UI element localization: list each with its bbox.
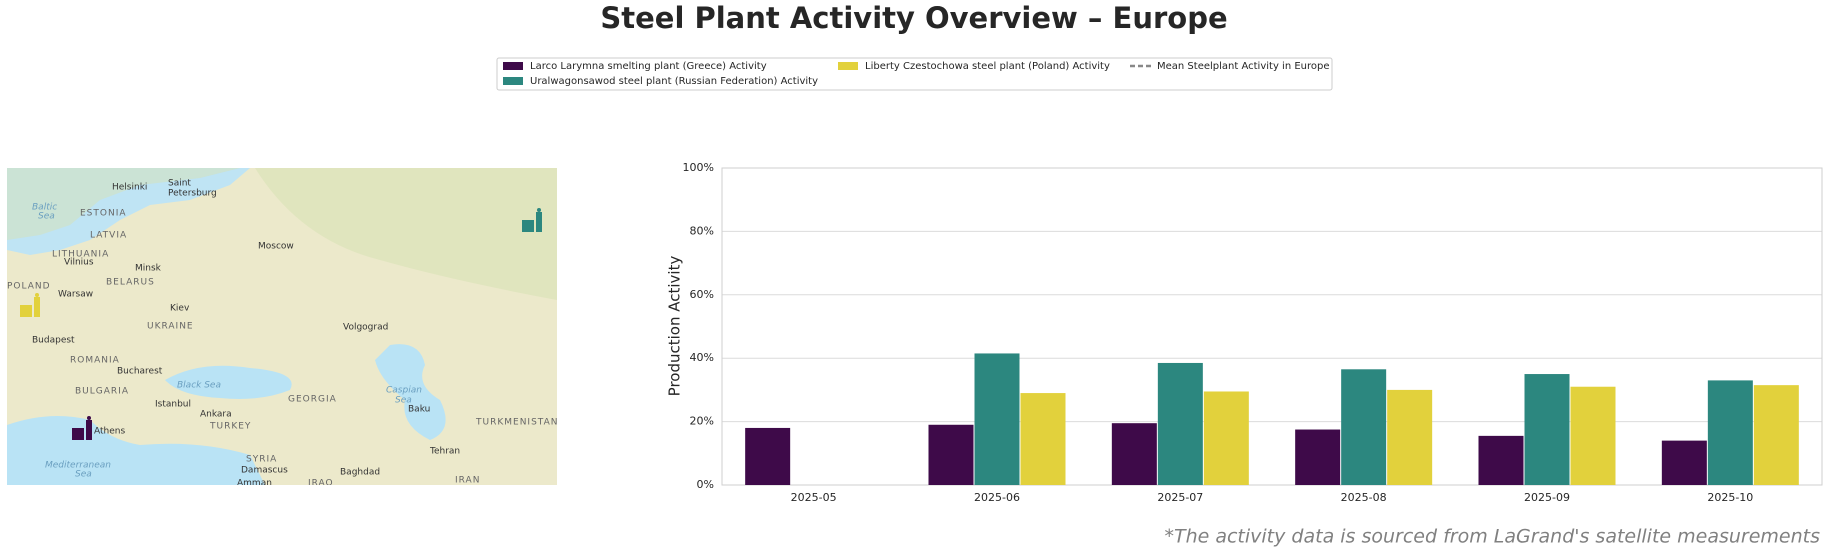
bar	[1387, 389, 1433, 485]
map-label: TURKMENISTAN	[475, 418, 558, 428]
y-tick-label: 60%	[690, 288, 714, 301]
y-tick-label: 100%	[683, 161, 714, 174]
map-label: Ankara	[200, 410, 232, 420]
map-label: Saint	[168, 179, 191, 189]
map-label: GEORGIA	[288, 395, 337, 405]
map-label: Baghdad	[340, 468, 380, 478]
x-tick-label: 2025-06	[974, 491, 1020, 504]
map-label: Sea	[38, 212, 55, 222]
bar	[1570, 386, 1616, 485]
map-label: Istanbul	[155, 400, 191, 410]
map-forest	[255, 168, 557, 300]
map-label: UKRAINE	[147, 322, 194, 332]
map-label: LITHUANIA	[52, 250, 109, 260]
map-label: Bucharest	[117, 367, 163, 377]
map-sea	[165, 365, 292, 399]
x-tick-label: 2025-05	[791, 491, 837, 504]
bar	[974, 353, 1020, 485]
map-label: IRAQ	[308, 479, 334, 489]
plot-frame	[721, 167, 1823, 486]
map-label: Sea	[395, 396, 412, 406]
map-label: Caspian	[386, 386, 422, 396]
y-tick-label: 0%	[697, 478, 714, 491]
bar	[928, 424, 974, 485]
y-tick-label: 40%	[690, 351, 714, 364]
bar	[1157, 362, 1203, 485]
map-label: BELARUS	[106, 278, 155, 288]
bar	[1524, 374, 1570, 485]
map-label: Minsk	[135, 264, 162, 274]
y-axis-label: Production Activity	[666, 256, 684, 397]
map-label: Kiev	[170, 304, 190, 314]
map-sea	[7, 416, 265, 485]
plant-icon	[72, 416, 92, 440]
map-label: Mediterranean	[45, 461, 111, 471]
x-tick-label: 2025-08	[1341, 491, 1387, 504]
map-label: Baku	[408, 405, 430, 415]
map-label: ROMANIA	[70, 356, 120, 366]
legend-box	[496, 57, 1333, 91]
map-label: Black Sea	[177, 381, 221, 391]
map-label: Tehran	[429, 447, 460, 457]
bar	[1707, 380, 1753, 485]
map-label: LATVIA	[90, 231, 127, 241]
x-tick-label: 2025-07	[1157, 491, 1203, 504]
bar	[1295, 429, 1341, 485]
y-tick-label: 20%	[690, 415, 714, 428]
map-forest	[7, 168, 240, 240]
map-label: BULGARIA	[75, 387, 129, 397]
map-label: Athens	[94, 427, 125, 437]
plant-icon	[522, 208, 542, 232]
map-label: TURKEY	[209, 422, 251, 432]
legend-label: Mean Steelplant Activity in Europe	[1157, 61, 1330, 72]
map-label: Baltic	[32, 203, 57, 213]
legend-label: Uralwagonsawod steel plant (Russian Fede…	[530, 76, 818, 87]
map-sea	[375, 344, 446, 440]
map: Helsinki SaintPetersburgESTONIABalticSeaL…	[7, 168, 558, 489]
legend-swatch	[838, 62, 858, 70]
map-label: Moscow	[258, 242, 294, 252]
map-label: Petersburg	[168, 189, 217, 199]
bar	[1020, 393, 1066, 485]
chart-title: Steel Plant Activity Overview – Europe	[600, 1, 1227, 35]
legend-label: Liberty Czestochowa steel plant (Poland)…	[865, 61, 1110, 72]
bar	[1753, 385, 1799, 485]
map-label: Warsaw	[58, 290, 93, 300]
bar	[1111, 423, 1157, 485]
plant-icon	[20, 293, 40, 317]
bar	[1478, 435, 1524, 485]
map-label: SYRIA	[246, 455, 277, 465]
legend-swatch	[503, 77, 523, 85]
map-label: Helsinki	[112, 183, 147, 193]
map-label: Budapest	[32, 336, 75, 346]
map-label: Amman	[237, 479, 272, 489]
map-label: Vilnius	[64, 258, 94, 268]
map-label: IRAN	[455, 476, 480, 486]
legend-swatch	[503, 62, 523, 70]
bar	[1203, 391, 1249, 485]
map-label: ESTONIA	[80, 209, 127, 219]
y-tick-label: 80%	[690, 224, 714, 237]
map-label: POLAND	[7, 282, 51, 292]
map-label: Damascus	[241, 466, 288, 476]
x-tick-label: 2025-10	[1707, 491, 1753, 504]
legend-label: Larco Larymna smelting plant (Greece) Ac…	[530, 61, 767, 72]
footnote: *The activity data is sourced from LaGra…	[1164, 526, 1820, 548]
bar	[1341, 369, 1387, 485]
bar	[1661, 440, 1707, 485]
map-label: Volgograd	[343, 323, 388, 333]
x-tick-label: 2025-09	[1524, 491, 1570, 504]
bar	[745, 427, 791, 485]
map-label: Sea	[75, 470, 92, 480]
